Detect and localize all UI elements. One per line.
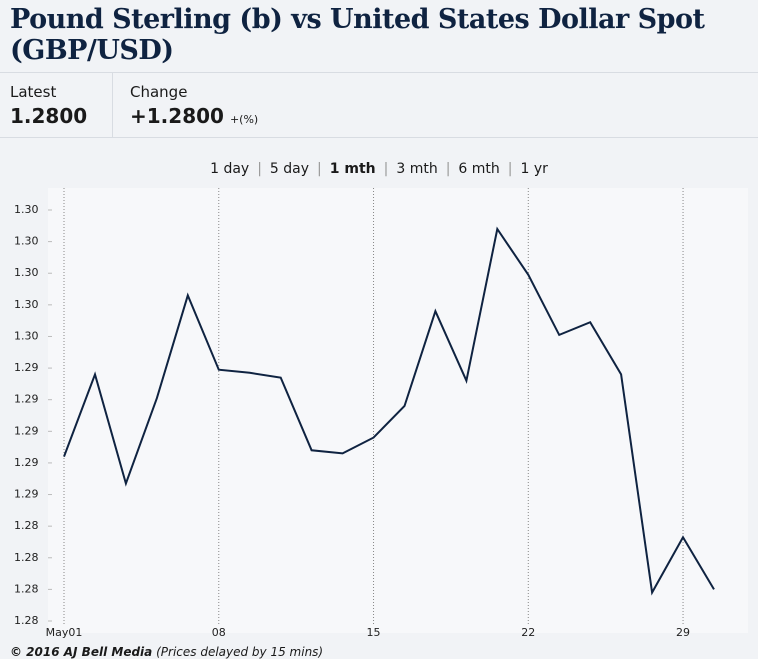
change-value: +1.2800 +(%): [130, 104, 258, 128]
tab-separator: |: [383, 161, 389, 177]
change-label: Change: [130, 83, 188, 101]
tab-separator: |: [507, 161, 513, 177]
y-tick-label: 1.29: [14, 488, 39, 501]
y-tick-label: 1.30: [14, 329, 39, 342]
range-tabs: 1 day | 5 day | 1 mth | 3 mth | 6 mth | 1 yr: [0, 161, 758, 177]
range-tab[interactable]: 3 mth: [396, 161, 438, 177]
change-percent: +(%): [229, 113, 259, 126]
y-tick-label: 1.29: [14, 456, 39, 469]
latest-label: Latest: [10, 83, 57, 101]
x-tick-label: 22: [521, 626, 535, 639]
y-tick-label: 1.30: [14, 298, 39, 311]
range-tab[interactable]: 5 day: [269, 161, 310, 177]
latest-box: Latest 1.2800: [0, 73, 113, 137]
y-tick-label: 1.29: [14, 393, 39, 406]
plot-background: [48, 188, 748, 633]
note: (Prices delayed by 15 mins): [156, 645, 324, 659]
source: © 2016 AJ Bell Media: [10, 645, 153, 659]
y-tick-label: 1.30: [14, 203, 39, 216]
tab-separator: |: [257, 161, 262, 177]
x-tick-label: 29: [676, 626, 690, 639]
tab-separator: |: [445, 161, 451, 177]
x-tick-label: 08: [212, 626, 226, 639]
quote-bar: Latest 1.2800 Change +1.2800 +(%): [0, 72, 758, 138]
range-tab[interactable]: 6 mth: [458, 161, 500, 177]
title: Pound Sterling (b) vs United States Doll…: [10, 4, 705, 66]
range-tab[interactable]: 1 mth: [329, 161, 376, 177]
y-tick-label: 1.30: [14, 235, 39, 248]
change-box: Change +1.2800 +(%): [130, 73, 430, 137]
latest-value: 1.2800: [10, 104, 88, 128]
y-tick-label: 1.28: [14, 614, 39, 627]
y-tick-label: 1.30: [14, 266, 39, 279]
y-tick-label: 1.28: [14, 551, 39, 564]
y-tick-label: 1.28: [14, 582, 39, 595]
y-tick-label: 1.29: [14, 361, 39, 374]
range-tab[interactable]: 1 yr: [520, 161, 548, 177]
price-line: [63, 226, 715, 596]
tab-separator: |: [317, 161, 322, 177]
y-tick-label: 1.29: [14, 424, 39, 437]
x-tick-label: May01: [46, 626, 83, 639]
change-amount: +1.2800: [130, 104, 224, 128]
y-tick-label: 1.28: [14, 519, 39, 532]
x-tick-label: 15: [367, 626, 381, 639]
range-tab[interactable]: 1 day: [210, 161, 250, 177]
footer: © 2016 AJ Bell Media (Prices delayed by …: [10, 645, 323, 659]
